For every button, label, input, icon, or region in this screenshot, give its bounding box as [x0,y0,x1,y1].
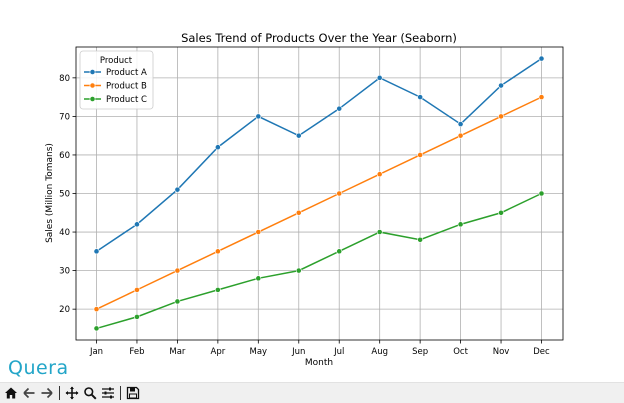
line-chart: Sales Trend of Products Over the Year (S… [45,31,564,368]
series-line-product-a [96,57,542,252]
data-point-product-a [214,144,221,151]
legend: Product Product A Product B Product C [79,50,154,110]
data-point-product-a [255,113,262,120]
x-tick-label: Jul [333,347,344,357]
x-tick-label: Apr [211,347,226,357]
data-point-product-c [295,267,302,274]
home-icon [5,387,17,399]
data-point-product-b [295,209,302,216]
data-point-product-a [417,94,424,101]
data-point-product-a [457,121,464,128]
y-tick-label: 70 [59,112,70,122]
y-axis-label: Sales (Million Tomans) [45,143,55,243]
data-point-product-c [255,275,262,282]
data-point-product-b [498,113,504,120]
zoom-icon [84,387,97,400]
x-axis-label: Month [305,358,333,368]
configure-subplots-button[interactable] [99,384,117,402]
data-point-product-a [336,105,343,112]
chart-title: Sales Trend of Products Over the Year (S… [181,31,457,45]
data-point-product-c [93,325,100,332]
x-tick-label: Nov [493,347,510,357]
data-point-product-b [93,306,100,313]
x-tick-label: Sep [412,347,428,357]
forward-button[interactable] [38,384,56,402]
data-point-product-c [134,313,140,320]
data-point-product-a [498,82,504,89]
series-line-product-c [96,192,542,330]
data-point-product-c [498,209,504,216]
home-button[interactable] [2,384,20,402]
data-point-product-c [417,236,424,243]
data-point-product-b [417,152,424,158]
legend-label-product-b: Product B [106,82,147,92]
toolbar-separator [120,386,121,400]
plot-toolbar [0,382,624,403]
zoom-button[interactable] [81,384,99,402]
data-point-product-b [214,248,221,255]
legend-marker-product-b [89,82,96,89]
save-button[interactable] [124,384,142,402]
back-button[interactable] [20,384,38,402]
data-point-product-b [134,286,140,293]
y-tick-label: 30 [59,267,70,277]
legend-title: Product [100,56,133,66]
legend-marker-product-a [89,69,96,75]
data-point-product-c [538,190,545,197]
legend-label-product-c: Product C [106,95,147,105]
data-point-product-b [376,171,383,178]
data-point-product-c [336,248,343,255]
data-point-product-a [376,74,383,81]
pan-button[interactable] [63,384,81,402]
legend-marker-product-c [89,96,96,102]
x-tick-label: Aug [371,347,388,357]
x-tick-label: Oct [453,347,468,357]
data-point-product-c [376,229,383,235]
y-tick-label: 40 [59,228,70,238]
data-point-product-a [93,248,100,255]
series-layer [93,55,545,332]
x-tick-label: Mar [169,347,186,357]
y-tick-label: 20 [59,305,70,315]
data-point-product-b [255,229,262,235]
configure-subplots-icon [102,387,114,399]
data-point-product-b [336,190,343,197]
legend-label-product-a: Product A [106,68,147,78]
x-axis: Jan Feb Mar Apr May Jun Jul Aug Sep Oct Nov Dec [89,340,550,357]
quera-logo: Quera [8,357,69,379]
y-tick-label: 80 [59,74,70,84]
pan-icon [65,386,79,400]
data-point-product-a [174,186,181,193]
legend-box [79,50,154,110]
data-point-product-a [538,55,545,62]
toolbar-separator [59,386,60,400]
y-tick-label: 50 [59,190,70,200]
y-axis: 20 30 40 50 60 70 80 [59,74,76,315]
x-tick-label: Jan [89,347,103,357]
x-tick-label: May [250,347,268,357]
back-icon [23,387,35,399]
data-point-product-b [457,132,464,139]
data-point-product-a [134,221,140,228]
data-point-product-a [295,132,302,139]
data-point-product-c [214,286,221,293]
x-tick-label: Dec [533,347,550,357]
data-point-product-c [457,221,464,228]
x-tick-label: Jun [291,347,305,357]
x-tick-label: Feb [129,347,144,357]
save-icon [126,386,140,400]
y-tick-label: 60 [59,151,70,161]
data-point-product-b [174,267,181,274]
data-point-product-c [174,298,181,305]
series-line-product-b [96,96,542,310]
data-point-product-b [538,94,545,101]
forward-icon [41,387,53,399]
